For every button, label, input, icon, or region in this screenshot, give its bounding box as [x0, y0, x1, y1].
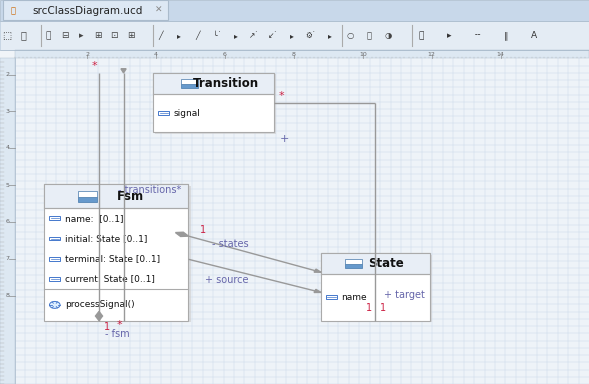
- Polygon shape: [314, 269, 321, 272]
- Text: ⌒: ⌒: [367, 31, 372, 40]
- Polygon shape: [314, 289, 321, 293]
- Bar: [44, 184, 188, 321]
- Text: srcClassDiagram.ucd: srcClassDiagram.ucd: [32, 5, 143, 16]
- Text: name:  [0..1]: name: [0..1]: [65, 214, 123, 223]
- Text: ╱: ╱: [196, 31, 200, 40]
- Text: - fsm: - fsm: [105, 329, 130, 339]
- Polygon shape: [121, 69, 126, 73]
- Text: ✕: ✕: [155, 6, 163, 15]
- Text: - transitions*: - transitions*: [118, 185, 181, 195]
- Polygon shape: [176, 232, 188, 237]
- Bar: [0, 21, 589, 50]
- Bar: [326, 295, 337, 299]
- Bar: [345, 259, 362, 264]
- Text: 12: 12: [428, 51, 436, 57]
- Text: *: *: [92, 61, 98, 71]
- Text: ⬚: ⬚: [2, 30, 12, 41]
- Bar: [0, 0, 589, 21]
- Polygon shape: [95, 311, 102, 321]
- Bar: [321, 253, 430, 321]
- Bar: [0, 58, 589, 384]
- Bar: [49, 257, 60, 261]
- Bar: [155, 74, 276, 134]
- Text: + target: + target: [385, 290, 425, 300]
- Text: 🔍: 🔍: [21, 30, 27, 41]
- Bar: [153, 73, 274, 94]
- FancyBboxPatch shape: [3, 0, 168, 20]
- Text: ⊞: ⊞: [94, 31, 101, 40]
- Text: ◑: ◑: [385, 31, 392, 40]
- Text: current: State [0..1]: current: State [0..1]: [65, 275, 155, 283]
- Text: 1: 1: [104, 322, 110, 332]
- Text: 📁: 📁: [45, 31, 51, 40]
- Text: 7: 7: [5, 256, 9, 262]
- Text: ▸: ▸: [234, 31, 237, 40]
- Text: terminal: State [0..1]: terminal: State [0..1]: [65, 254, 160, 263]
- Text: 8: 8: [292, 51, 296, 57]
- Text: 1: 1: [200, 225, 206, 235]
- Text: 📄: 📄: [418, 31, 424, 40]
- Text: ⊞: ⊞: [127, 31, 134, 40]
- Text: A: A: [531, 31, 537, 40]
- Text: 4: 4: [154, 51, 158, 57]
- Bar: [181, 84, 198, 88]
- Bar: [323, 255, 432, 322]
- Text: ▸: ▸: [177, 31, 181, 40]
- Bar: [153, 73, 274, 132]
- Text: ▸: ▸: [290, 31, 294, 40]
- Text: ⊟: ⊟: [61, 31, 68, 40]
- Text: ↙˙: ↙˙: [268, 31, 279, 40]
- Text: ⚙˙: ⚙˙: [306, 31, 316, 40]
- Bar: [15, 50, 589, 58]
- Bar: [345, 264, 362, 268]
- Text: + source: + source: [206, 275, 249, 285]
- Bar: [49, 237, 60, 240]
- Bar: [78, 197, 97, 202]
- Text: 2: 2: [5, 72, 9, 78]
- Text: *: *: [117, 319, 122, 329]
- Text: 14: 14: [497, 51, 505, 57]
- Bar: [44, 184, 188, 208]
- Text: +: +: [280, 134, 289, 144]
- Text: ○: ○: [347, 31, 354, 40]
- Text: ▸: ▸: [79, 31, 84, 40]
- Text: 1: 1: [380, 303, 386, 313]
- Text: ▸: ▸: [447, 31, 452, 40]
- Bar: [78, 191, 97, 197]
- Text: name: name: [342, 293, 368, 301]
- Text: ▸: ▸: [328, 31, 332, 40]
- Text: 1: 1: [366, 303, 373, 313]
- Text: 3: 3: [5, 109, 9, 114]
- Bar: [158, 111, 169, 115]
- Text: 8: 8: [5, 293, 9, 298]
- Text: - states: - states: [212, 239, 249, 249]
- Text: ↗˙: ↗˙: [249, 31, 260, 40]
- Text: 4: 4: [5, 145, 9, 151]
- Bar: [0, 58, 15, 384]
- Text: ╰˙: ╰˙: [213, 31, 221, 40]
- Text: 2: 2: [85, 51, 89, 57]
- Text: signal: signal: [174, 109, 201, 118]
- Text: ∥: ∥: [504, 31, 508, 40]
- Text: 6: 6: [223, 51, 227, 57]
- Bar: [49, 277, 60, 281]
- Text: Fsm: Fsm: [117, 190, 144, 203]
- Circle shape: [49, 301, 60, 308]
- Text: *: *: [279, 91, 284, 101]
- Text: 10: 10: [359, 51, 367, 57]
- Text: 6: 6: [5, 219, 9, 225]
- Text: 🖥: 🖥: [11, 6, 15, 15]
- Text: processSignal(): processSignal(): [65, 300, 135, 310]
- Bar: [181, 79, 198, 84]
- Text: ⊡: ⊡: [111, 31, 118, 40]
- Bar: [47, 186, 191, 322]
- Text: ╌: ╌: [475, 31, 481, 40]
- Text: Transition: Transition: [193, 77, 259, 90]
- Bar: [321, 253, 430, 273]
- Text: State: State: [369, 257, 404, 270]
- Text: ╱: ╱: [158, 31, 163, 40]
- Text: 5: 5: [5, 182, 9, 188]
- Bar: [49, 216, 60, 220]
- Text: initial: State [0..1]: initial: State [0..1]: [65, 234, 147, 243]
